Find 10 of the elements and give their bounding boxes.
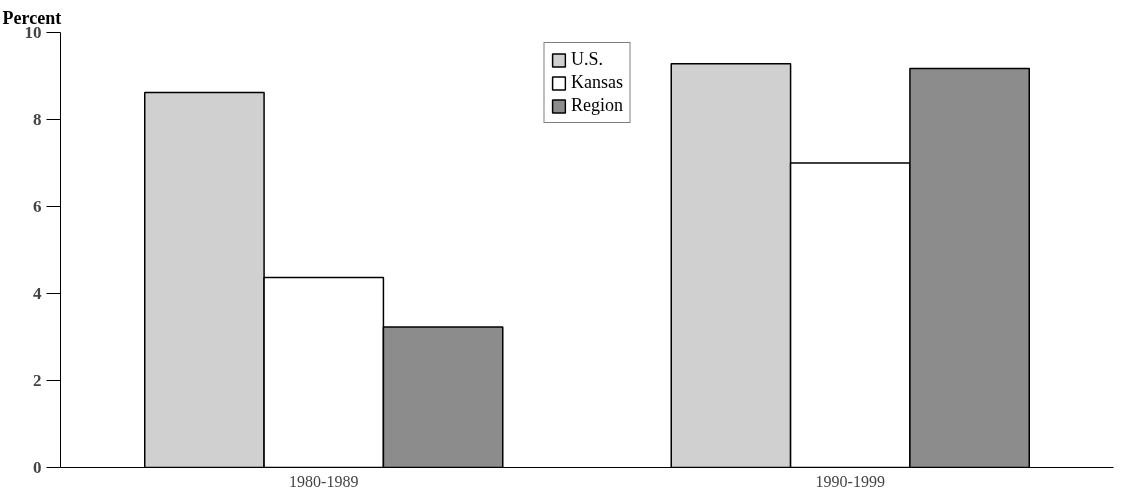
y-tick-label: 2 [33, 371, 42, 390]
x-tick-label: 1990-1999 [815, 472, 885, 490]
legend-label: Kansas [571, 72, 623, 93]
legend-label: U.S. [571, 49, 604, 70]
y-tick-label: 8 [33, 110, 42, 129]
y-tick-label: 0 [33, 458, 42, 477]
x-tick-label: 1980-1989 [289, 472, 359, 490]
y-tick-label: 4 [33, 284, 42, 303]
y-tick-label: 6 [33, 197, 42, 216]
legend-label: Region [571, 95, 623, 116]
